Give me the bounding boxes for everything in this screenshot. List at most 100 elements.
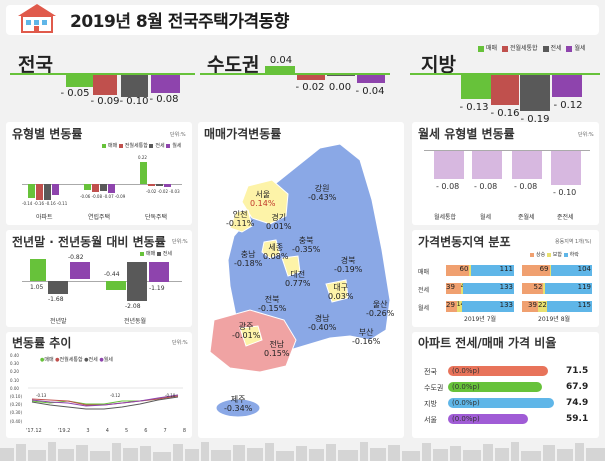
map-value: 0.77% <box>285 279 311 288</box>
map-value: 0.08% <box>263 252 289 261</box>
map-label-chungbuk: 충북 -0.35% <box>292 236 320 254</box>
map-name: 울산 <box>372 300 388 309</box>
city-skyline-decoration <box>0 442 605 461</box>
val-prov-monthly: - 0.12 <box>553 100 583 111</box>
by-type-vals-detached: -0.02 -0.02 -0.03 <box>146 189 180 194</box>
bar <box>84 184 91 190</box>
map-label-gwangju: 광주 -0.01% <box>232 322 260 340</box>
bar <box>148 184 155 186</box>
bar <box>164 184 171 187</box>
bar-prov-total <box>491 75 519 105</box>
bar-national-monthly <box>151 75 180 93</box>
compare-unit: 단위:% <box>172 239 188 245</box>
map-name: 경북 <box>340 256 356 265</box>
bar <box>28 184 35 198</box>
val: -0.07 <box>103 194 114 199</box>
by-type-legend: 매매 전월세통합 전세 월세 <box>102 142 181 149</box>
map-name: 경기 <box>271 213 287 222</box>
bar <box>92 184 99 192</box>
seg-down: 115 <box>546 301 592 312</box>
bar <box>44 184 51 200</box>
bar-national-total <box>93 75 117 95</box>
trend-yticks: 0.40 0.30 0.20 0.10 0.00 (0.10) (0.20) (0.30) (0… <box>10 352 22 426</box>
region-label-national: 전국 <box>18 54 53 76</box>
xtick: 6 <box>144 428 148 434</box>
monthly-type-unit: 단위:% <box>578 132 594 138</box>
val: -0.08 <box>91 194 102 199</box>
by-type-vals-apt: -0.14 -0.16 -0.16 -0.11 <box>22 201 67 206</box>
bar <box>434 151 464 179</box>
by-type-vals-row: -0.06 -0.08 -0.07 -0.09 <box>80 194 125 199</box>
map-value: -0.26% <box>366 309 395 318</box>
map-value: -0.01% <box>232 331 261 340</box>
val: -1.19 <box>149 285 165 292</box>
map-label-incheon: 인천 -0.11% <box>226 210 254 228</box>
map-name: 충남 <box>240 250 256 259</box>
trend-label: -0.10 <box>165 393 176 398</box>
ytick: 0.00 <box>10 385 19 391</box>
bar <box>149 262 169 282</box>
map-name: 세종 <box>268 243 284 252</box>
ratio-value: 71.5 <box>566 366 589 376</box>
bar <box>551 151 581 185</box>
bar <box>52 184 59 195</box>
panel-trend <box>6 332 192 438</box>
bar-national-sale <box>66 75 96 87</box>
bar-prov-sale <box>461 75 491 99</box>
seg-flat <box>469 265 472 276</box>
legend-item: 전세 <box>162 251 172 257</box>
map-value: -0.18% <box>234 259 263 268</box>
val: - 0.08 <box>474 182 498 191</box>
ratio-bar-capital <box>448 382 542 392</box>
bar <box>106 281 126 290</box>
cat: 준월세 <box>518 214 535 221</box>
region-label-provinces: 지방 <box>421 54 456 76</box>
val: -0.09 <box>114 194 126 199</box>
map-label-chungnam: 충남 -0.18% <box>234 250 262 268</box>
val: - 0.08 <box>514 182 538 191</box>
map-name: 강원 <box>314 184 330 193</box>
seg-up: 52 <box>522 283 544 294</box>
by-type-cat: 단독주택 <box>145 214 168 221</box>
ratio-value: 59.1 <box>566 414 589 424</box>
seg-flat: 14 <box>456 301 464 312</box>
legend-jeonse: 전세 <box>550 45 562 52</box>
legend-item: 보합 <box>552 252 562 258</box>
trend-legend: ●매매 ●전월세통합 ●전세 ●월세 <box>40 357 113 363</box>
dist-bar-aug-jeonse: 52 119 <box>522 283 592 294</box>
bar-capital-total <box>297 75 325 80</box>
legend-item: 전세 <box>88 357 98 363</box>
val: -0.14 <box>22 201 33 206</box>
legend-sale: 매매 <box>486 45 498 52</box>
legend-item: 월세 <box>103 357 113 363</box>
val: -0.44 <box>104 271 120 278</box>
map-label-jeju: 제주 -0.34% <box>224 395 252 413</box>
legend-item: 상승 <box>536 252 546 258</box>
seg-flat: 4 <box>460 283 465 294</box>
map-name: 전북 <box>264 295 280 304</box>
val: 1.05 <box>30 284 44 291</box>
map-name: 대구 <box>333 283 349 292</box>
dist-bar-jul-sale: 60 111 <box>446 265 514 276</box>
region-baseline <box>10 73 195 75</box>
xtick: 4 <box>105 428 109 434</box>
map-value: -0.16% <box>352 337 381 346</box>
seg-up: 69 <box>522 265 550 276</box>
map-name: 충북 <box>298 236 314 245</box>
map-label-gyeonggi: 경기 0.01% <box>266 213 291 231</box>
val: -0.16 <box>33 201 44 206</box>
bar <box>100 184 107 191</box>
ratio-delta: (0.0%p) <box>452 399 480 407</box>
legend-item: 매매 <box>108 143 118 149</box>
dist-row-label: 매매 <box>418 269 430 276</box>
map-value: 0.01% <box>266 222 292 231</box>
map-value: -0.11% <box>226 219 255 228</box>
seg-up: 29 <box>446 301 457 312</box>
val: -1.68 <box>48 296 64 303</box>
val: -0.02 <box>146 189 157 194</box>
val: -0.82 <box>68 254 84 261</box>
distribution-legend: 상승 보합 하락 <box>530 251 579 258</box>
map-label-seoul: 서울 0.14% <box>250 190 275 208</box>
bar-prov-jeonse <box>520 75 550 111</box>
val-national-total: - 0.09 <box>90 96 120 107</box>
